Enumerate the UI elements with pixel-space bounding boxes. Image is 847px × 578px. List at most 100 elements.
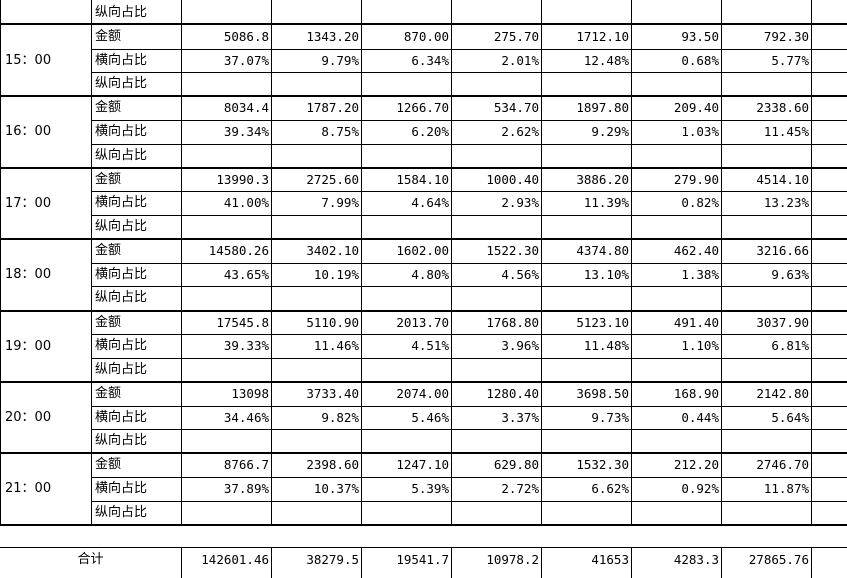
data-cell[interactable]	[721, 429, 811, 452]
data-cell[interactable]	[361, 215, 451, 238]
data-cell[interactable]: 5.39%	[411, 481, 449, 496]
data-cell[interactable]: 4374.80	[576, 243, 629, 259]
time-slot-cell[interactable]: 17：00	[5, 195, 52, 211]
data-cell[interactable]	[721, 144, 811, 167]
data-cell[interactable]	[631, 429, 721, 452]
data-cell[interactable]	[721, 215, 811, 238]
data-cell[interactable]: 1280.40	[486, 386, 539, 401]
data-cell[interactable]: 462.40	[673, 243, 719, 259]
time-slot-cell[interactable]: 21：00	[5, 481, 52, 497]
data-cell[interactable]	[721, 72, 811, 95]
data-cell[interactable]	[541, 286, 631, 309]
data-cell[interactable]	[451, 215, 541, 238]
data-cell[interactable]: 14580.26	[208, 243, 269, 259]
data-cell[interactable]	[361, 72, 451, 95]
data-cell[interactable]	[271, 358, 361, 381]
total-value-cell[interactable]: 4283.3	[673, 552, 719, 567]
data-cell[interactable]: 1.03%	[681, 124, 719, 139]
data-cell[interactable]: 6.81%	[771, 338, 809, 354]
data-cell[interactable]	[541, 358, 631, 381]
row-label-vertical-ratio[interactable]: 纵向占比	[95, 219, 148, 234]
data-cell[interactable]: 491.40	[673, 314, 719, 330]
data-cell[interactable]: 11.45%	[763, 124, 809, 139]
data-cell[interactable]: 5123.10	[576, 314, 629, 330]
data-cell[interactable]	[541, 72, 631, 95]
data-cell[interactable]: 11.46%	[313, 338, 359, 354]
data-cell[interactable]: 8.75%	[321, 124, 359, 139]
data-cell[interactable]: 275.70	[493, 29, 539, 44]
time-slot-cell[interactable]: 19：00	[5, 338, 52, 354]
data-cell[interactable]	[451, 501, 541, 524]
row-label-vertical-ratio[interactable]: 纵向占比	[95, 290, 148, 306]
data-cell[interactable]: 39.33%	[223, 338, 269, 354]
data-cell[interactable]: 43.65%	[223, 266, 269, 282]
total-value-cell[interactable]: 41653	[591, 552, 629, 567]
data-cell[interactable]: 7.99%	[321, 195, 359, 211]
data-cell[interactable]: 5110.90	[306, 314, 359, 330]
data-cell[interactable]	[541, 144, 631, 167]
data-cell[interactable]: 11.48%	[583, 338, 629, 354]
row-label-horizontal-ratio[interactable]: 横向占比	[95, 266, 148, 282]
data-cell[interactable]	[451, 358, 541, 381]
data-cell[interactable]: 3698.50	[576, 386, 629, 401]
data-cell[interactable]: 3886.20	[576, 171, 629, 187]
data-cell[interactable]: 1532.30	[576, 457, 629, 473]
data-cell[interactable]: 2.62%	[501, 124, 539, 139]
total-label[interactable]: 合计	[77, 552, 104, 567]
data-cell[interactable]: 1768.80	[486, 314, 539, 330]
data-cell[interactable]: 3216.66	[756, 243, 809, 259]
data-cell[interactable]	[361, 144, 451, 167]
data-cell[interactable]: 1522.30	[486, 243, 539, 259]
data-cell[interactable]: 3.96%	[501, 338, 539, 354]
row-label-horizontal-ratio[interactable]: 横向占比	[95, 338, 148, 354]
data-cell[interactable]	[541, 215, 631, 238]
data-cell[interactable]	[631, 501, 721, 524]
data-cell[interactable]: 870.00	[403, 29, 449, 44]
row-label-horizontal-ratio[interactable]: 横向占比	[95, 124, 148, 139]
data-cell[interactable]	[631, 358, 721, 381]
partial-row-label[interactable]: 纵向占比	[95, 5, 148, 20]
data-cell[interactable]: 168.90	[673, 386, 719, 401]
data-cell[interactable]: 1602.00	[396, 243, 449, 259]
data-cell[interactable]: 279.90	[673, 171, 719, 187]
data-cell[interactable]: 39.34%	[223, 124, 269, 139]
data-cell[interactable]	[361, 429, 451, 452]
data-cell[interactable]	[361, 501, 451, 524]
total-value-cell[interactable]: 38279.5	[306, 552, 359, 567]
data-cell[interactable]	[451, 72, 541, 95]
data-cell[interactable]: 0.68%	[681, 52, 719, 68]
data-cell[interactable]: 1897.80	[576, 100, 629, 116]
data-cell[interactable]	[181, 429, 271, 452]
data-cell[interactable]: 9.29%	[591, 124, 629, 139]
data-cell[interactable]: 8034.4	[223, 100, 269, 116]
total-value-cell[interactable]: 27865.76	[748, 552, 809, 567]
data-cell[interactable]	[541, 501, 631, 524]
data-cell[interactable]: 2013.70	[396, 314, 449, 330]
time-slot-cell[interactable]: 15：00	[5, 53, 52, 68]
data-cell[interactable]: 13.23%	[763, 195, 809, 211]
data-cell[interactable]: 11.39%	[583, 195, 629, 211]
data-cell[interactable]	[271, 215, 361, 238]
data-cell[interactable]: 9.73%	[591, 409, 629, 425]
data-cell[interactable]: 8766.7	[223, 457, 269, 473]
data-cell[interactable]: 9.82%	[321, 409, 359, 425]
data-cell[interactable]: 3733.40	[306, 386, 359, 401]
data-cell[interactable]: 2.93%	[501, 195, 539, 211]
data-cell[interactable]	[361, 358, 451, 381]
data-cell[interactable]: 3037.90	[756, 314, 809, 330]
data-cell[interactable]: 13.10%	[583, 266, 629, 282]
data-cell[interactable]: 1712.10	[576, 29, 629, 44]
data-cell[interactable]: 534.70	[493, 100, 539, 116]
row-label-horizontal-ratio[interactable]: 横向占比	[95, 409, 148, 425]
data-cell[interactable]: 34.46%	[223, 409, 269, 425]
data-cell[interactable]	[271, 72, 361, 95]
data-cell[interactable]: 2142.80	[756, 386, 809, 401]
data-cell[interactable]: 1.10%	[681, 338, 719, 354]
row-label-amount[interactable]: 金额	[95, 100, 122, 116]
data-cell[interactable]: 5.77%	[771, 52, 809, 68]
row-label-horizontal-ratio[interactable]: 横向占比	[95, 52, 148, 68]
data-cell[interactable]: 5086.8	[223, 29, 269, 44]
data-cell[interactable]: 2.01%	[501, 52, 539, 68]
data-cell[interactable]: 17545.8	[216, 314, 269, 330]
data-cell[interactable]: 2398.60	[306, 457, 359, 473]
